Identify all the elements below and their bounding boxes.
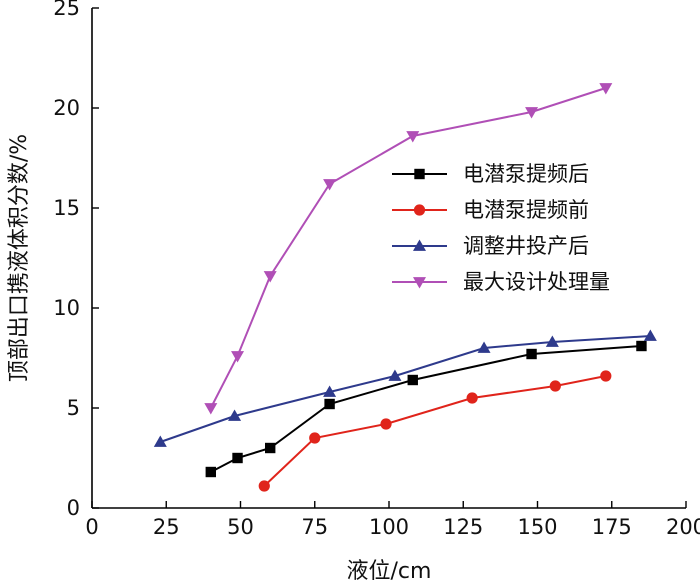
x-tick-label: 200	[666, 515, 700, 539]
y-tick-label: 20	[53, 96, 80, 120]
data-point	[600, 370, 612, 382]
x-tick-label: 25	[153, 515, 180, 539]
x-tick-label: 150	[517, 515, 557, 539]
series-4	[204, 83, 613, 415]
x-axis-label: 液位/cm	[347, 559, 432, 584]
series-layer	[153, 83, 657, 492]
series-line	[263, 375, 607, 487]
data-point	[643, 329, 657, 341]
data-point	[599, 83, 613, 95]
legend-label: 电潜泵提频前	[463, 198, 589, 222]
data-point	[228, 409, 242, 421]
data-point	[204, 403, 218, 415]
y-tick-label: 0	[67, 496, 80, 520]
data-point	[324, 398, 335, 410]
data-point	[407, 374, 418, 386]
legend-item: 调整井投产后	[392, 234, 589, 258]
x-tick-label: 0	[85, 515, 98, 539]
data-point	[525, 107, 539, 119]
data-point	[526, 348, 537, 360]
data-point	[636, 340, 647, 352]
data-point	[323, 179, 337, 191]
data-point	[380, 418, 392, 430]
x-tick-label: 125	[443, 515, 483, 539]
legend-label: 电潜泵提频后	[463, 162, 589, 186]
data-point	[265, 442, 276, 454]
data-point	[466, 392, 478, 404]
data-point	[388, 369, 402, 381]
series-3	[153, 329, 657, 447]
x-tick-label: 100	[369, 515, 409, 539]
legend-item: 最大设计处理量	[392, 270, 610, 294]
data-point	[205, 466, 216, 478]
legend-label: 最大设计处理量	[463, 270, 610, 294]
data-point	[549, 380, 561, 392]
legend-marker	[413, 277, 426, 289]
data-point	[323, 385, 337, 397]
y-tick-label: 5	[67, 396, 80, 420]
legend-item: 电潜泵提频后	[392, 162, 589, 186]
series-1	[205, 340, 647, 478]
x-tick-label: 50	[227, 515, 254, 539]
data-point	[258, 480, 270, 492]
data-point	[309, 432, 321, 444]
data-point	[477, 341, 491, 353]
x-tick-label: 175	[592, 515, 632, 539]
y-tick-label: 25	[53, 0, 80, 20]
legend-label: 调整井投产后	[463, 234, 589, 258]
data-point	[406, 131, 420, 143]
series-2	[258, 370, 612, 492]
y-axis-label: 顶部出口携液体积分数/%	[7, 134, 32, 382]
data-point	[231, 351, 245, 363]
data-point	[263, 271, 277, 283]
legend-item: 电潜泵提频前	[392, 198, 589, 222]
y-tick-label: 15	[53, 196, 80, 220]
y-tick-label: 10	[53, 296, 80, 320]
data-point	[232, 452, 243, 464]
data-point	[545, 335, 559, 347]
legend-marker	[414, 168, 425, 180]
legend-marker	[413, 239, 426, 251]
legend-marker	[413, 204, 426, 216]
axes: 0 25 50 75 100 125 150 175 200 0 5 10 15 20 25	[53, 0, 700, 539]
data-point	[153, 435, 167, 447]
x-tick-label: 75	[301, 515, 328, 539]
